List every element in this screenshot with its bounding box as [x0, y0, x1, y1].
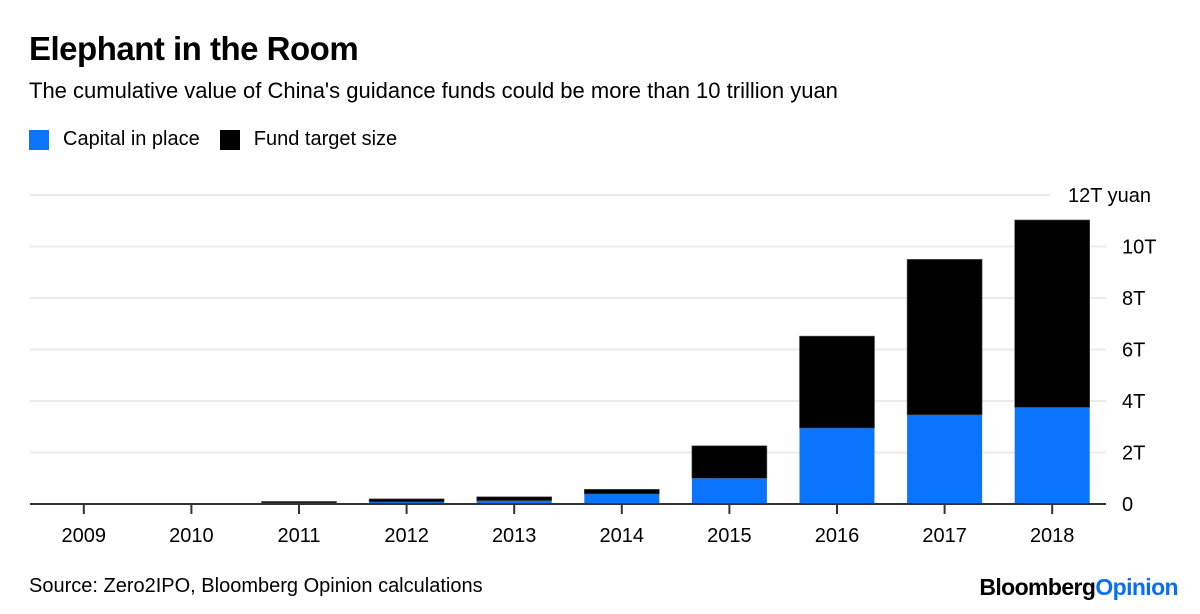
legend-label-target: Fund target size	[253, 128, 398, 150]
legend: Capital in place Fund target size	[29, 128, 417, 151]
x-tick-label: 2013	[492, 525, 537, 547]
x-axis	[30, 503, 1106, 514]
bar-capital-2016	[799, 428, 875, 504]
bar-target-2016	[799, 335, 875, 429]
bar-capital-2014	[584, 493, 660, 504]
legend-swatch-capital	[29, 129, 49, 150]
legend-swatch-target	[219, 129, 240, 150]
x-tick-label: 2009	[62, 525, 107, 547]
x-tick-label: 2012	[384, 525, 429, 547]
bar-capital-2013	[476, 500, 552, 504]
bar-capital-2015	[691, 478, 767, 504]
y-tick-label: 2T	[1122, 443, 1145, 465]
source-note: Source: Zero2IPO, Bloomberg Opinion calc…	[29, 575, 483, 597]
bar-capital-2018	[1014, 407, 1090, 504]
x-tick-label: 2010	[169, 525, 214, 547]
bar-target-2013	[476, 496, 553, 501]
brand-bloomberg: Bloomberg	[979, 574, 1096, 600]
legend-item-capital: Capital in place	[29, 128, 200, 151]
y-tick-label: 12T yuan	[1068, 185, 1151, 207]
bar-target-2012	[368, 498, 445, 503]
bar-capital-2017	[907, 414, 983, 504]
bar-capital-2012	[369, 501, 445, 504]
x-tick-label: 2017	[922, 525, 967, 547]
x-tick-label: 2011	[277, 525, 320, 547]
brand-opinion: Opinion	[1095, 574, 1178, 600]
x-tick-label: 2016	[815, 525, 860, 547]
y-tick-label: 4T	[1122, 391, 1145, 413]
y-tick-label: 0	[1122, 494, 1133, 516]
bar-target-2015	[691, 445, 768, 479]
x-tick-label: 2015	[707, 525, 752, 547]
bars	[153, 219, 1091, 505]
y-tick-label: 10T	[1122, 237, 1156, 259]
legend-item-target: Fund target size	[219, 128, 398, 151]
bar-target-2014	[583, 489, 660, 495]
y-tick-label: 8T	[1122, 288, 1145, 310]
bar-target-2018	[1014, 219, 1091, 408]
bar-target-2011	[261, 501, 337, 504]
legend-label-capital: Capital in place	[63, 128, 200, 150]
y-tick-label: 6T	[1122, 340, 1145, 362]
x-tick-label: 2018	[1030, 525, 1075, 547]
y-axis-labels: 0 2T 4T 6T 8T 10T 12T yuan	[1068, 185, 1156, 516]
x-tick-label: 2014	[600, 525, 645, 547]
chart-title: Elephant in the Room	[29, 30, 359, 67]
brand-logo: BloombergOpinion	[979, 574, 1178, 601]
bar-target-2017	[906, 259, 983, 416]
x-axis-labels: 2009 2010 2011 2012 2013 2014 2015 2016 2017 2018	[62, 525, 1075, 547]
chart-subtitle: The cumulative value of China's guidance…	[29, 78, 838, 103]
